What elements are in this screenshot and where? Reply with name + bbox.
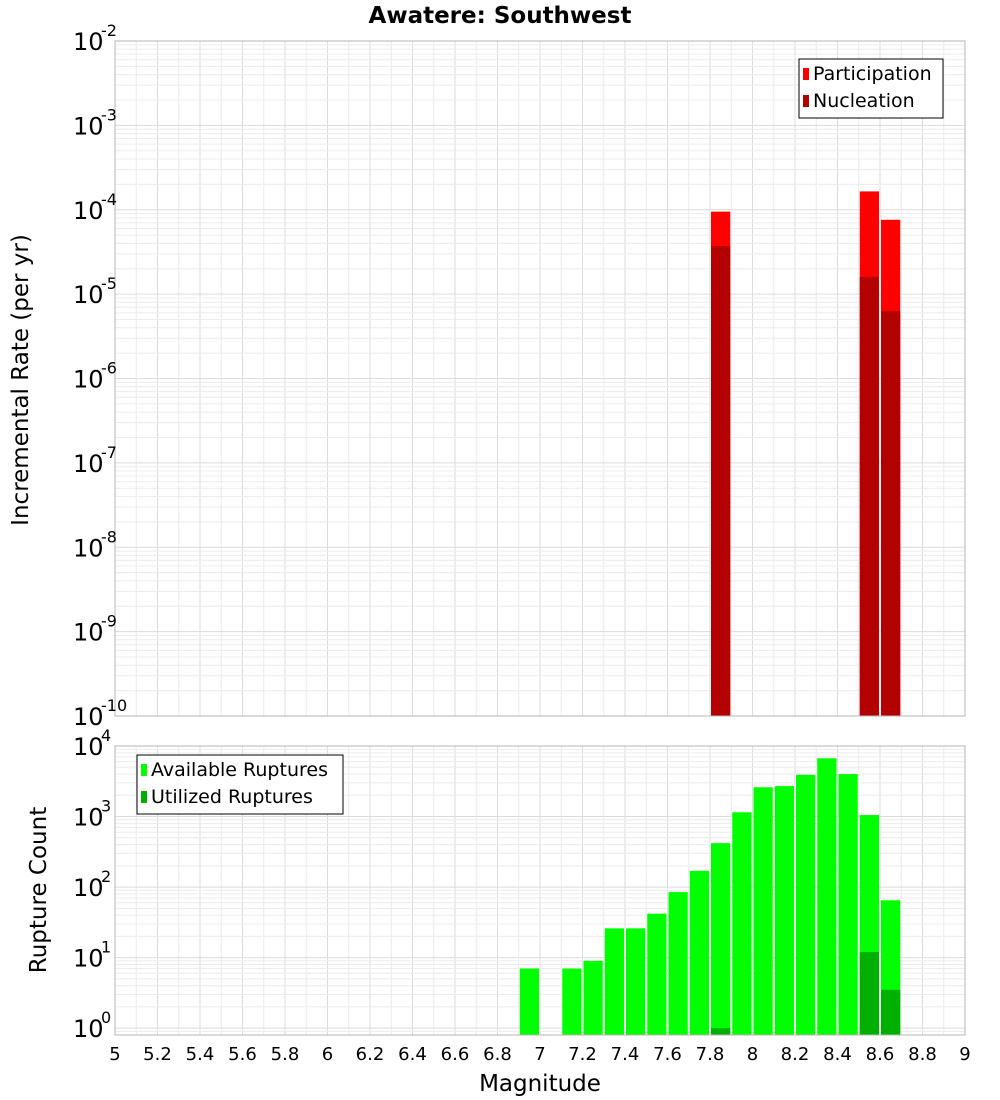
y-tick-label: 10 [73,112,104,140]
x-axis-label: Magnitude [479,1071,601,1097]
y-tick-label: 10 [73,945,104,973]
series-utilized-ruptures [711,952,901,1035]
x-tick-label: 8.6 [866,1044,895,1065]
bar [519,968,539,1035]
x-tick-label: 8 [747,1044,758,1065]
bar [689,870,709,1035]
y-tick-label: 10 [73,197,104,225]
bar [753,787,773,1035]
bar [668,892,688,1035]
x-tick-label: 5.8 [271,1044,300,1065]
bar [711,1028,731,1035]
legend-label: Participation [813,63,932,85]
bar [647,913,667,1035]
bar [583,960,603,1035]
y-tick-exponent: -3 [101,105,117,124]
legend-swatch [141,764,147,776]
y-tick-exponent: -10 [101,696,127,715]
legend-swatch [141,791,147,803]
legend-label: Nucleation [813,90,915,112]
bar [604,928,624,1035]
y-axis-label: Rupture Count [26,807,52,973]
series-available-ruptures [519,758,901,1035]
y-tick-label: 10 [73,733,104,761]
bar [732,812,752,1035]
x-tick-label: 8.2 [781,1044,810,1065]
x-tick-label: 8.8 [908,1044,937,1065]
bar [859,276,879,716]
y-tick-exponent: 1 [101,938,111,957]
x-tick-label: 5 [109,1044,120,1065]
bar [711,843,731,1035]
x-tick-label: 9 [959,1044,970,1065]
x-tick-label: 7 [534,1044,545,1065]
bar [881,311,901,716]
y-tick-exponent: -6 [101,359,117,378]
bar [817,758,837,1035]
chart-title: Awatere: Southwest [369,3,632,29]
bar [562,968,582,1035]
legend: Participation Nucleation [798,58,944,119]
y-tick-exponent: -8 [101,527,117,546]
y-tick-label: 10 [73,366,104,394]
y-tick-exponent: -7 [101,443,117,462]
x-tick-label: 6.4 [398,1044,427,1065]
x-tick-label: 7.4 [611,1044,640,1065]
y-tick-label: 10 [73,619,104,647]
legend-label: Available Ruptures [151,759,328,781]
y-tick-exponent: 0 [101,1008,111,1027]
bar [881,989,901,1035]
y-tick-label: 10 [73,703,104,731]
x-tick-labels: 5 5.2 5.4 5.6 5.8 6 6.2 6.4 6.6 6.8 7 7.2 7.4 7.6 7.8 8… [109,1044,970,1065]
x-tick-label: 6.2 [356,1044,385,1065]
x-tick-label: 6 [322,1044,333,1065]
y-tick-exponent: 3 [101,797,111,816]
legend-box [136,754,344,815]
x-tick-label: 6.8 [483,1044,512,1065]
y-tick-exponent: 4 [101,726,111,745]
y-tick-exponent: 2 [101,867,111,886]
y-tick-exponent: -2 [101,21,117,40]
y-axis-label: Incremental Rate (per yr) [8,234,34,526]
y-tick-label: 10 [73,281,104,309]
bar [796,774,816,1035]
y-tick-label: 10 [73,1015,104,1043]
legend-swatch [803,68,809,80]
legend-box [798,58,944,119]
y-tick-exponent: -5 [101,274,117,293]
x-tick-label: 8.4 [823,1044,852,1065]
grid [114,40,966,717]
series-nucleation [711,246,901,716]
y-tick-label: 10 [73,804,104,832]
plot-border [114,745,966,1036]
y-tick-exponent: -9 [101,612,117,631]
bar [774,786,794,1035]
x-tick-label: 7.2 [568,1044,597,1065]
y-tick-label: 10 [73,450,104,478]
x-tick-label: 5.4 [186,1044,215,1065]
bar [859,952,879,1035]
legend: Available Ruptures Utilized Ruptures [136,754,344,815]
x-tick-label: 5.2 [143,1044,172,1065]
rate-panel: 10-1010-910-810-710-610-510-410-310-2Inc… [8,21,966,731]
x-tick-label: 7.6 [653,1044,682,1065]
y-tick-label: 10 [73,534,104,562]
x-tick-label: 5.6 [228,1044,257,1065]
x-tick-label: 6.6 [441,1044,470,1065]
bar [626,928,646,1035]
bar [711,246,731,716]
x-tick-label: 7.8 [696,1044,725,1065]
y-tick-label: 10 [73,874,104,902]
y-tick-exponent: -4 [101,190,117,209]
legend-label: Utilized Ruptures [151,786,313,808]
legend-swatch [803,95,809,107]
plot-border [114,40,966,717]
bar [838,774,858,1035]
y-tick-label: 10 [73,28,104,56]
